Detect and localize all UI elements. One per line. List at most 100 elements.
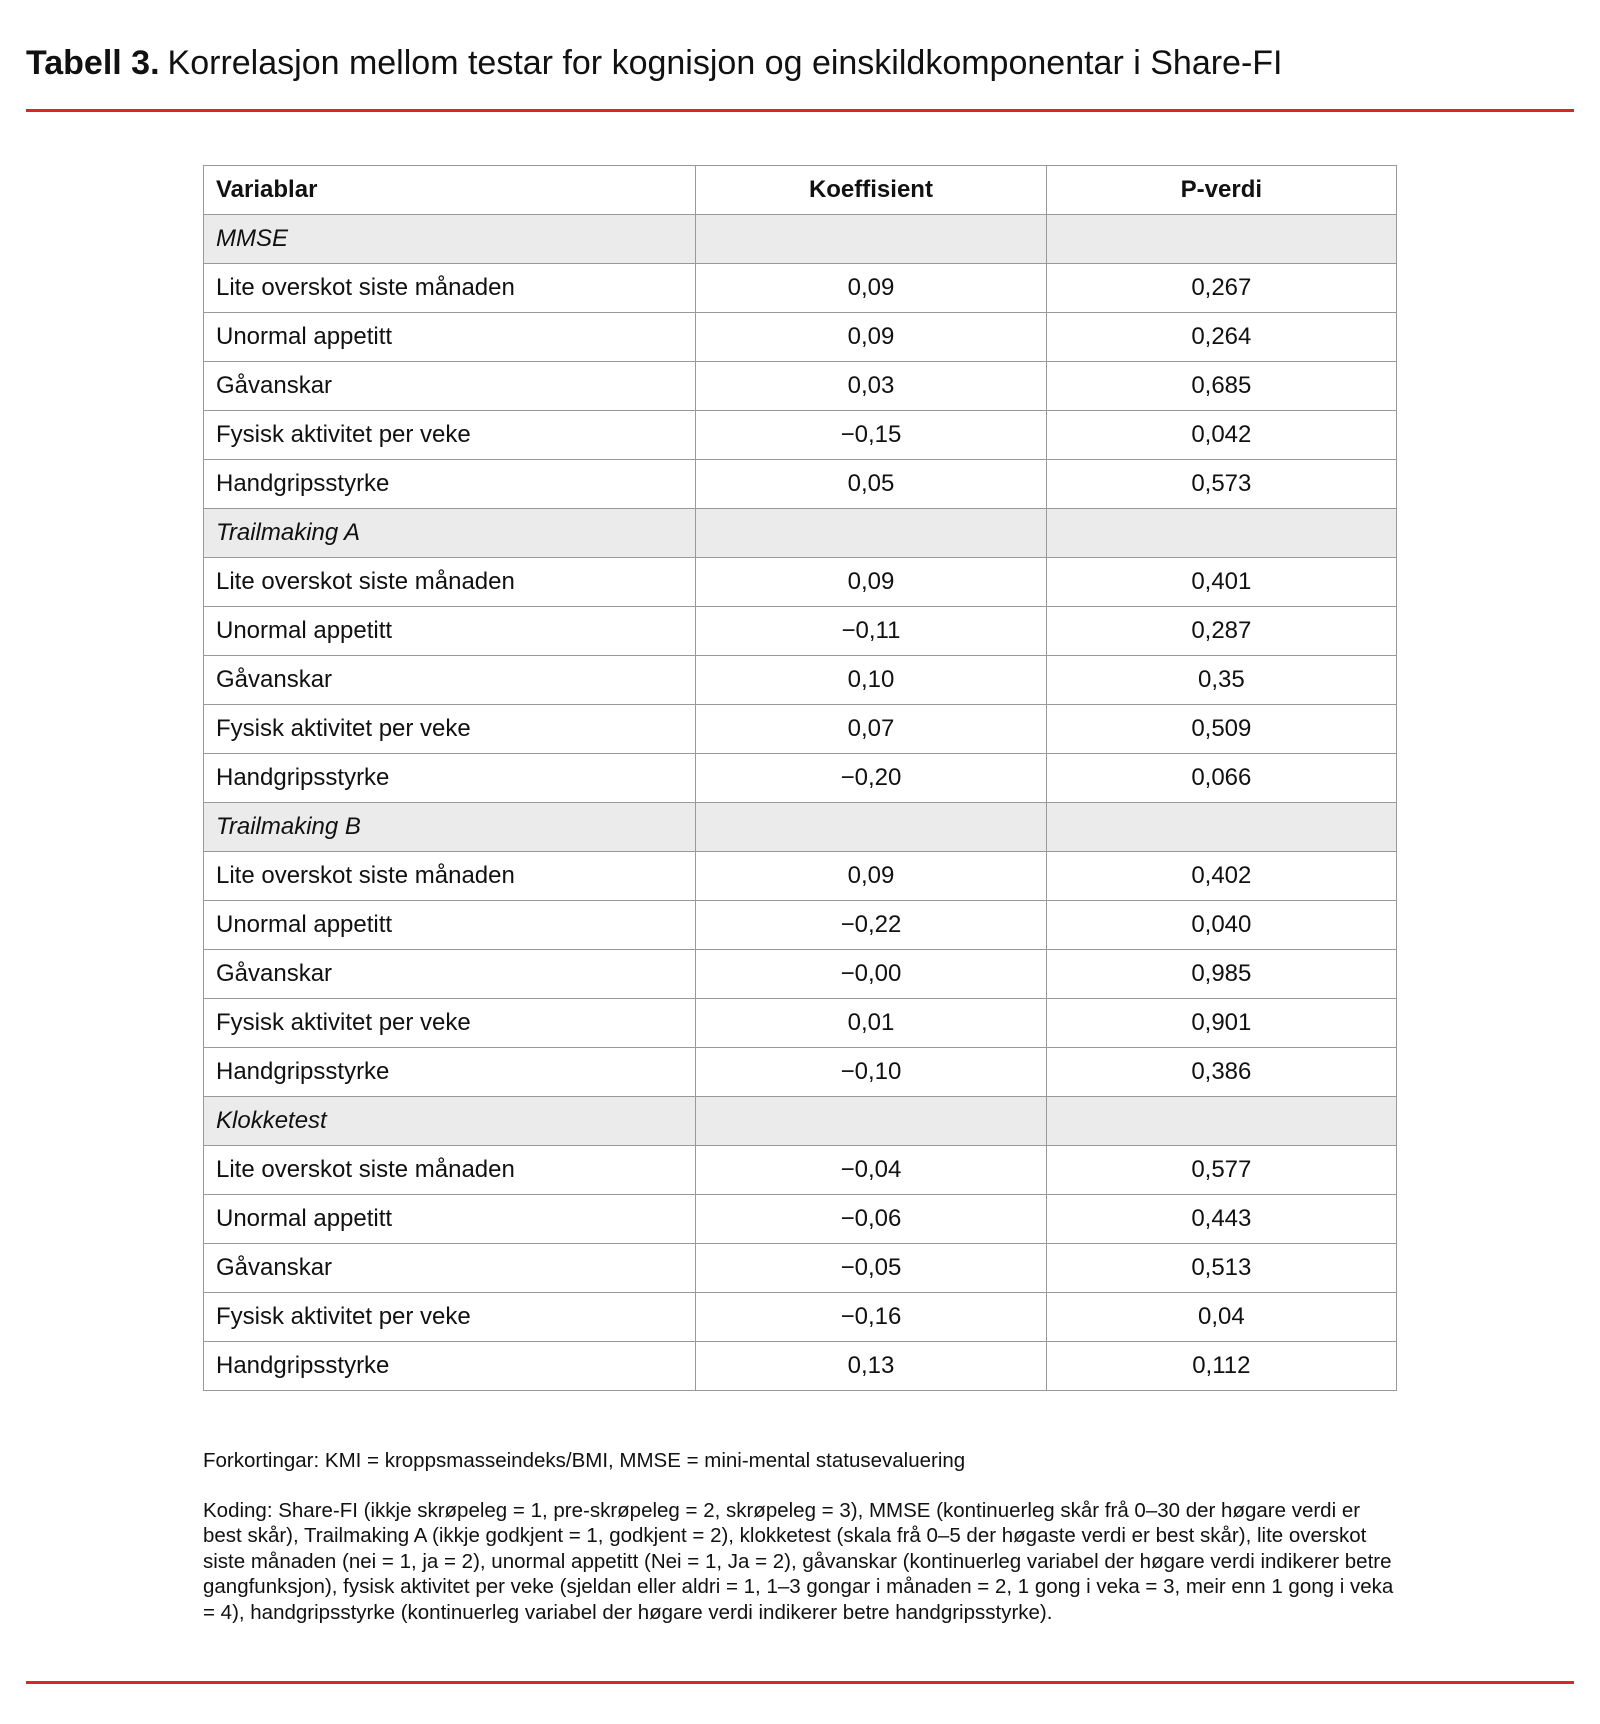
cell: −0,04 <box>695 1145 1047 1195</box>
cell: 0,042 <box>1045 410 1398 460</box>
cell: Fysisk aktivitet per veke <box>202 704 697 754</box>
cell <box>695 1096 1047 1146</box>
cell: 0,09 <box>695 263 1047 313</box>
cell: 0,901 <box>1045 998 1398 1048</box>
cell: 0,402 <box>1045 851 1398 901</box>
cell: Unormal appetitt <box>202 900 697 950</box>
data-row: Lite overskot siste månaden 0,09 0,401 <box>202 557 1398 607</box>
data-row: Gåvanskar 0,03 0,685 <box>202 361 1398 411</box>
cell: 0,09 <box>695 312 1047 362</box>
cell: −0,22 <box>695 900 1047 950</box>
data-row: Gåvanskar 0,10 0,35 <box>202 655 1398 705</box>
cell <box>695 214 1047 264</box>
data-row: Handgripsstyrke 0,05 0,573 <box>202 459 1398 509</box>
cell: 0,112 <box>1045 1341 1398 1391</box>
cell: 0,09 <box>695 851 1047 901</box>
data-row: Lite overskot siste månaden 0,09 0,267 <box>202 263 1398 313</box>
data-row: Gåvanskar −0,05 0,513 <box>202 1243 1398 1293</box>
cell: 0,066 <box>1045 753 1398 803</box>
group-row: Trailmaking A <box>202 508 1398 558</box>
cell: Gåvanskar <box>202 361 697 411</box>
column-header: Variablar <box>202 165 697 215</box>
group-name: Trailmaking B <box>202 802 697 852</box>
column-header: Koeffisient <box>695 165 1047 215</box>
cell: Lite overskot siste månaden <box>202 851 697 901</box>
cell: 0,287 <box>1045 606 1398 656</box>
data-row: Lite overskot siste månaden −0,04 0,577 <box>202 1145 1398 1195</box>
data-row: Unormal appetitt −0,22 0,040 <box>202 900 1398 950</box>
header-row: Variablar Koeffisient P-verdi <box>202 165 1398 215</box>
data-row: Fysisk aktivitet per veke −0,16 0,04 <box>202 1292 1398 1342</box>
cell: 0,509 <box>1045 704 1398 754</box>
cell: −0,16 <box>695 1292 1047 1342</box>
cell: 0,267 <box>1045 263 1398 313</box>
cell: 0,685 <box>1045 361 1398 411</box>
data-row: Unormal appetitt −0,11 0,287 <box>202 606 1398 656</box>
cell: Gåvanskar <box>202 655 697 705</box>
group-name: Trailmaking A <box>202 508 697 558</box>
data-row: Lite overskot siste månaden 0,09 0,402 <box>202 851 1398 901</box>
note: Koding: Share-FI (ikkje skrøpeleg = 1, p… <box>203 1498 1394 1624</box>
cell: 0,264 <box>1045 312 1398 362</box>
cell: Unormal appetitt <box>202 606 697 656</box>
cell: Handgripsstyrke <box>202 753 697 803</box>
group-row: MMSE <box>202 214 1398 264</box>
data-row: Unormal appetitt −0,06 0,443 <box>202 1194 1398 1244</box>
data-row: Fysisk aktivitet per veke 0,01 0,901 <box>202 998 1398 1048</box>
cell <box>1045 214 1398 264</box>
divider <box>26 109 1574 112</box>
title-text: Korrelasjon mellom testar for kognisjon … <box>167 44 1283 82</box>
cell: 0,03 <box>695 361 1047 411</box>
group-row: Klokketest <box>202 1096 1398 1146</box>
notes: Forkortingar: KMI = kroppsmasseindeks/BM… <box>203 1448 1403 1649</box>
cell: 0,13 <box>695 1341 1047 1391</box>
cell: −0,05 <box>695 1243 1047 1293</box>
data-table: Variablar Koeffisient P-verdi MMSE Lite over… <box>202 165 1398 1391</box>
cell: 0,01 <box>695 998 1047 1048</box>
column-header: P-verdi <box>1045 165 1398 215</box>
cell: 0,577 <box>1045 1145 1398 1195</box>
data-row: Handgripsstyrke −0,10 0,386 <box>202 1047 1398 1097</box>
cell: Gåvanskar <box>202 1243 697 1293</box>
data-row: Unormal appetitt 0,09 0,264 <box>202 312 1398 362</box>
cell: 0,401 <box>1045 557 1398 607</box>
cell: −0,15 <box>695 410 1047 460</box>
cell: 0,07 <box>695 704 1047 754</box>
cell <box>1045 508 1398 558</box>
cell: 0,985 <box>1045 949 1398 999</box>
cell: 0,513 <box>1045 1243 1398 1293</box>
data-row: Gåvanskar −0,00 0,985 <box>202 949 1398 999</box>
cell <box>1045 1096 1398 1146</box>
cell <box>695 508 1047 558</box>
cell: Handgripsstyrke <box>202 1047 697 1097</box>
cell: 0,10 <box>695 655 1047 705</box>
cell <box>695 802 1047 852</box>
cell: Fysisk aktivitet per veke <box>202 410 697 460</box>
cell: 0,35 <box>1045 655 1398 705</box>
data-row: Fysisk aktivitet per veke −0,15 0,042 <box>202 410 1398 460</box>
group-row: Trailmaking B <box>202 802 1398 852</box>
group-name: Klokketest <box>202 1096 697 1146</box>
table-title: Tabell 3. Korrelasjon mellom testar for k… <box>26 44 1283 83</box>
cell: Lite overskot siste månaden <box>202 1145 697 1195</box>
cell: Unormal appetitt <box>202 312 697 362</box>
cell: −0,20 <box>695 753 1047 803</box>
cell: −0,06 <box>695 1194 1047 1244</box>
cell: Handgripsstyrke <box>202 459 697 509</box>
cell: 0,04 <box>1045 1292 1398 1342</box>
cell: Handgripsstyrke <box>202 1341 697 1391</box>
group-name: MMSE <box>202 214 697 264</box>
cell: Lite overskot siste månaden <box>202 263 697 313</box>
cell: 0,040 <box>1045 900 1398 950</box>
cell: 0,443 <box>1045 1194 1398 1244</box>
data-row: Handgripsstyrke 0,13 0,112 <box>202 1341 1398 1391</box>
cell: −0,11 <box>695 606 1047 656</box>
divider <box>26 1681 1574 1684</box>
cell: −0,10 <box>695 1047 1047 1097</box>
cell <box>1045 802 1398 852</box>
data-row: Handgripsstyrke −0,20 0,066 <box>202 753 1398 803</box>
title-label: Tabell 3. <box>26 44 160 82</box>
data-row: Fysisk aktivitet per veke 0,07 0,509 <box>202 704 1398 754</box>
cell: −0,00 <box>695 949 1047 999</box>
